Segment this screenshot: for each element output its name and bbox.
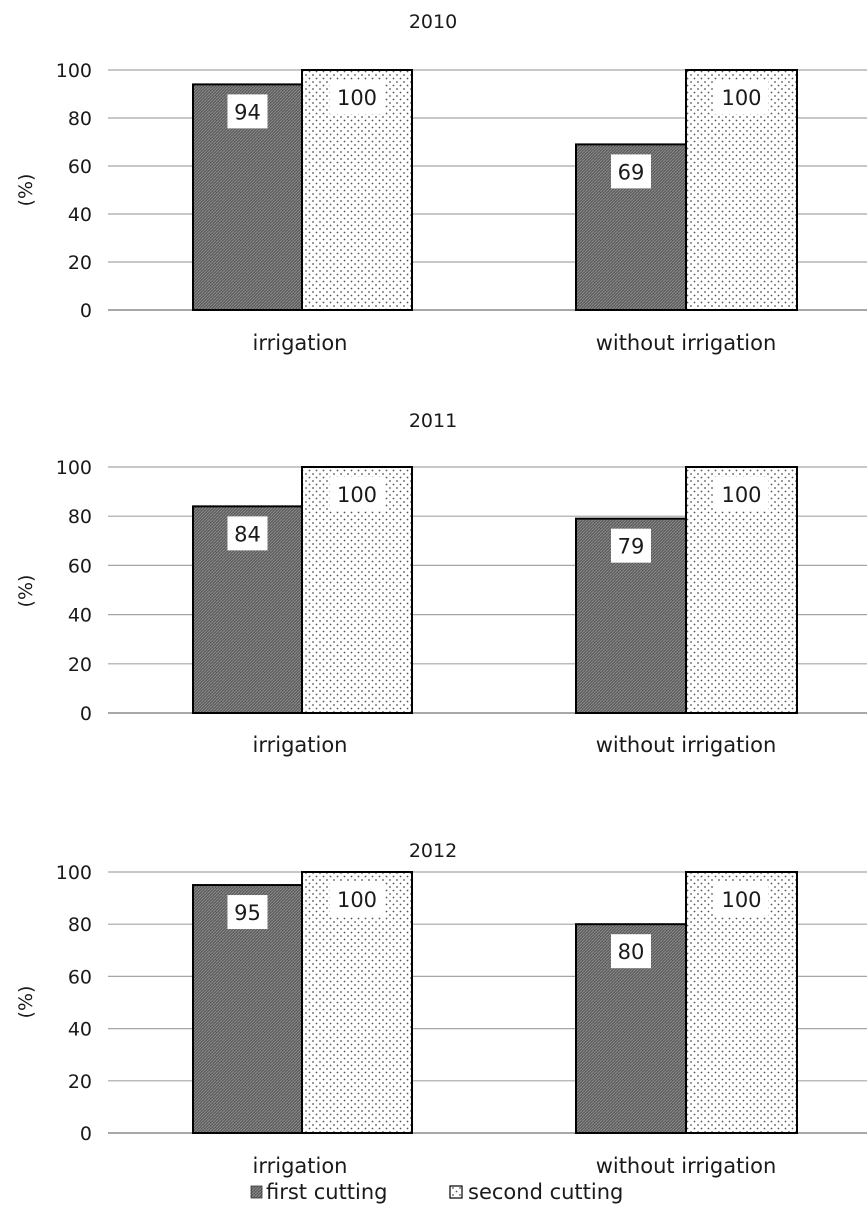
y-tick-label: 100 [56, 457, 92, 479]
data-label-box [714, 80, 769, 114]
y-tick-label: 20 [68, 252, 92, 274]
data-label-box [227, 516, 268, 551]
data-label-second-cutting: 100 [337, 483, 377, 507]
y-tick-label: 40 [68, 1019, 92, 1041]
y-tick-label: 0 [80, 703, 92, 725]
data-label-second-cutting: 100 [721, 888, 761, 912]
data-label-first-cutting: 69 [618, 160, 645, 184]
y-axis-label: (%) [15, 174, 37, 207]
data-label-first-cutting: 95 [234, 901, 261, 925]
data-label-box [330, 80, 384, 114]
y-tick-label: 60 [68, 555, 92, 577]
y-tick-label: 20 [68, 1071, 92, 1093]
y-tick-label: 0 [80, 300, 92, 322]
data-label-box [611, 154, 651, 189]
data-label-second-cutting: 100 [337, 888, 377, 912]
data-label-second-cutting: 100 [337, 86, 377, 110]
chart-panel-2011: 2011 (%) 0 20 40 60 80 100 84 100 irrigation 79 100 w… [15, 410, 867, 757]
chart-panel-2012: 2012 (%) 0 20 40 60 80 100 95 100 irrigation 80 100 w… [15, 840, 867, 1178]
data-label-box [227, 895, 268, 930]
data-label-box [227, 94, 268, 129]
y-tick-label: 80 [68, 506, 92, 528]
y-tick-label: 40 [68, 204, 92, 226]
y-axis-label: (%) [15, 986, 37, 1019]
data-label-first-cutting: 84 [234, 522, 261, 546]
y-tick-label: 0 [80, 1123, 92, 1145]
x-category-label: irrigation [253, 331, 348, 355]
x-category-label: without irrigation [596, 1154, 777, 1178]
data-label-box [611, 528, 651, 563]
legend-swatch-first [250, 1185, 263, 1199]
y-tick-label: 40 [68, 605, 92, 627]
data-label-first-cutting: 80 [618, 940, 645, 964]
data-label-box [714, 882, 769, 916]
x-category-label: without irrigation [596, 331, 777, 355]
chart-title: 2011 [409, 410, 457, 432]
data-label-box [611, 934, 651, 969]
y-tick-label: 60 [68, 156, 92, 178]
data-label-second-cutting: 100 [721, 86, 761, 110]
legend-label-first: first cutting [266, 1180, 388, 1204]
chart-panel-2010: 2010 (%) 0 20 40 60 80 100 94 100 irrigation 69 100 w… [15, 11, 867, 355]
data-label-box [330, 477, 384, 511]
data-label-first-cutting: 79 [618, 535, 645, 559]
x-category-label: without irrigation [596, 733, 777, 757]
y-axis-label: (%) [15, 575, 37, 608]
y-tick-label: 80 [68, 108, 92, 130]
data-label-box [714, 477, 769, 511]
x-category-label: irrigation [253, 1154, 348, 1178]
legend-label-second: second cutting [468, 1180, 623, 1204]
y-tick-label: 60 [68, 966, 92, 988]
x-category-label: irrigation [253, 733, 348, 757]
y-tick-label: 20 [68, 654, 92, 676]
y-tick-label: 80 [68, 914, 92, 936]
data-label-box [330, 882, 384, 916]
chart-title: 2012 [409, 840, 457, 862]
y-tick-label: 100 [56, 862, 92, 884]
legend-swatch-second [449, 1185, 463, 1199]
chart-title: 2010 [409, 11, 457, 33]
y-tick-label: 100 [56, 60, 92, 82]
legend: first cutting second cutting [250, 1180, 623, 1204]
data-label-second-cutting: 100 [721, 483, 761, 507]
data-label-first-cutting: 94 [234, 100, 261, 124]
